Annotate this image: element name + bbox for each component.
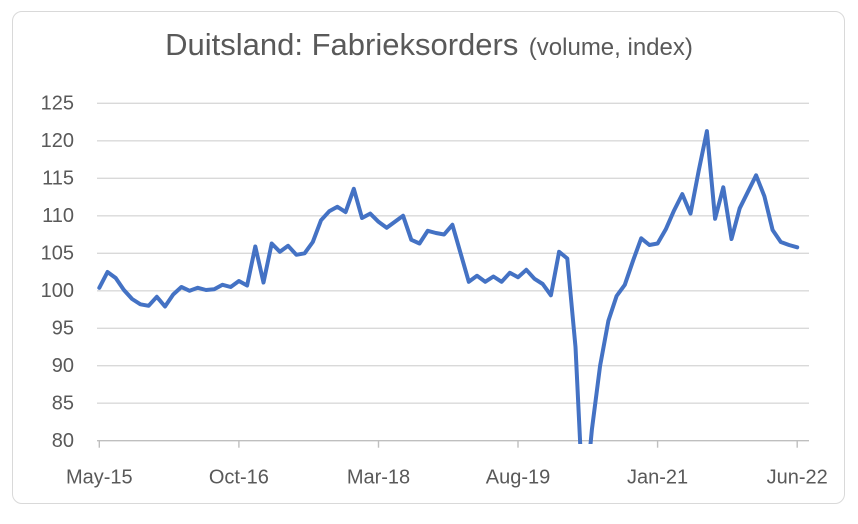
x-tick-label: Aug-19: [486, 466, 551, 488]
y-tick-label: 95: [52, 318, 74, 340]
y-tick-label: 90: [52, 355, 74, 377]
chart-title-suffix: (volume, index): [528, 34, 693, 61]
y-tick-label: 105: [41, 243, 74, 265]
x-tick-label: May-15: [66, 466, 133, 488]
chart-title-text: Duitsland: Fabrieksorders: [165, 27, 519, 62]
y-tick-label: 110: [42, 205, 74, 227]
y-tick-label: 125: [41, 93, 74, 115]
x-tick-label: Oct-16: [209, 466, 269, 488]
y-tick-label: 100: [41, 280, 74, 302]
x-tick-label: Jun-22: [767, 466, 828, 488]
x-tick-label: Mar-18: [347, 466, 410, 488]
y-tick-label: 120: [41, 130, 74, 152]
y-tick-label: 80: [52, 430, 74, 452]
y-tick-label: 115: [42, 168, 74, 190]
y-tick-label: 85: [52, 392, 74, 414]
data-line-series: [97, 129, 800, 444]
chart-title: Duitsland: Fabrieksorders (volume, index…: [0, 27, 858, 63]
chart-frame: [12, 11, 845, 504]
x-tick-label: Jan-21: [627, 466, 688, 488]
